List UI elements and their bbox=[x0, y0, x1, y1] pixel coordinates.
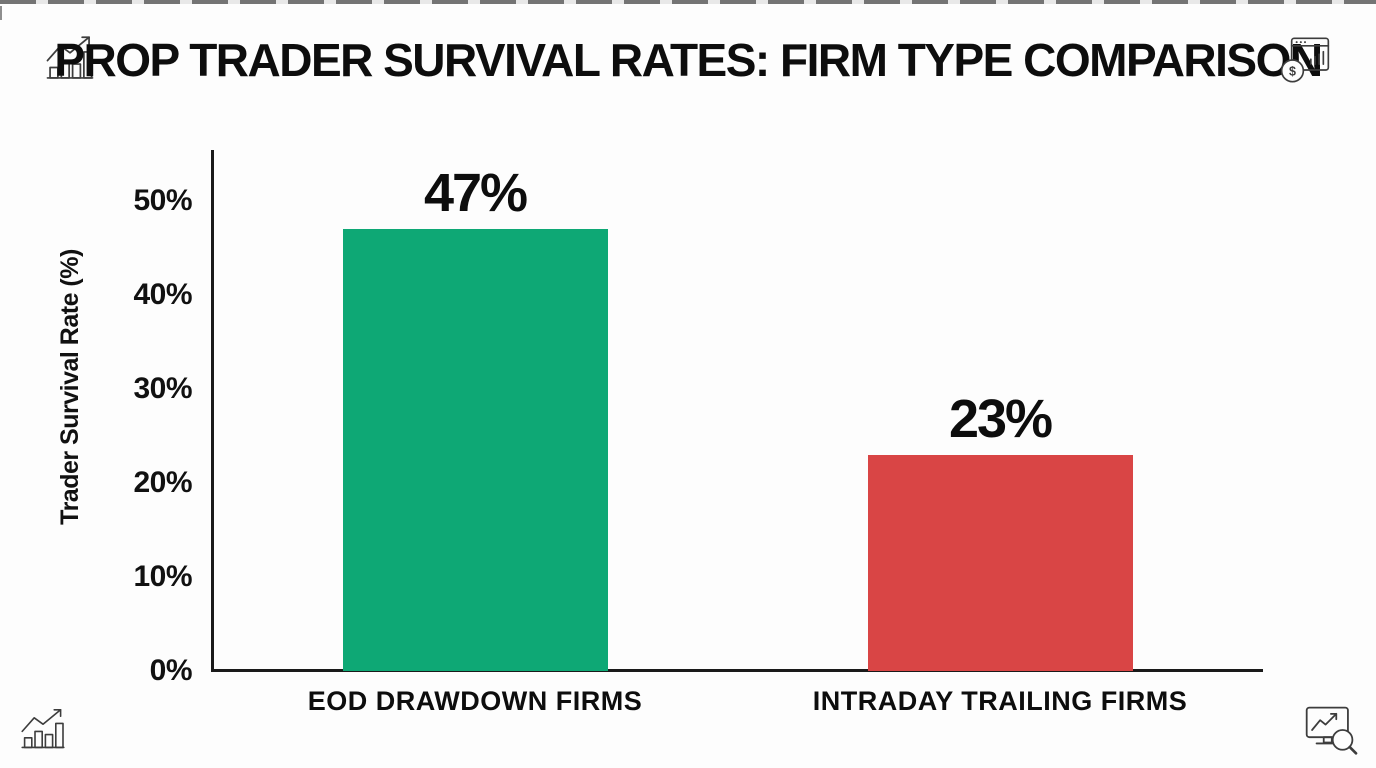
bar-chart-growth-icon bbox=[44, 33, 96, 83]
y-tick-label: 20% bbox=[133, 466, 192, 499]
bar-1 bbox=[867, 455, 1133, 671]
y-tick-label: 10% bbox=[133, 560, 192, 593]
bar-chart-growth-icon bbox=[19, 706, 67, 752]
y-tick-label: 50% bbox=[133, 184, 192, 217]
dollar-glyph: $ bbox=[1289, 64, 1296, 78]
bar-value-label: 23% bbox=[948, 389, 1053, 449]
bar-0 bbox=[342, 229, 608, 671]
y-axis-title: Trader Survival Rate (%) bbox=[56, 249, 84, 525]
y-tick-label: 30% bbox=[133, 372, 192, 405]
y-axis-line bbox=[211, 150, 214, 671]
monitor-chart-search-icon bbox=[1301, 704, 1359, 756]
top-edge-artifact-band bbox=[0, 0, 1376, 4]
browser-dollar-analytics-icon: $ bbox=[1280, 35, 1330, 85]
page-title: PROP TRADER SURVIVAL RATES: FIRM TYPE CO… bbox=[54, 34, 1323, 86]
x-axis-line bbox=[211, 669, 1263, 672]
x-category-label: INTRADAY TRAILING FIRMS bbox=[812, 686, 1188, 716]
x-category-label: EOD DRAWDOWN FIRMS bbox=[307, 686, 643, 716]
left-edge-artifact bbox=[0, 6, 2, 20]
y-tick-label: 0% bbox=[149, 654, 193, 687]
bar-value-label: 47% bbox=[423, 163, 528, 223]
y-tick-label: 40% bbox=[133, 278, 192, 311]
